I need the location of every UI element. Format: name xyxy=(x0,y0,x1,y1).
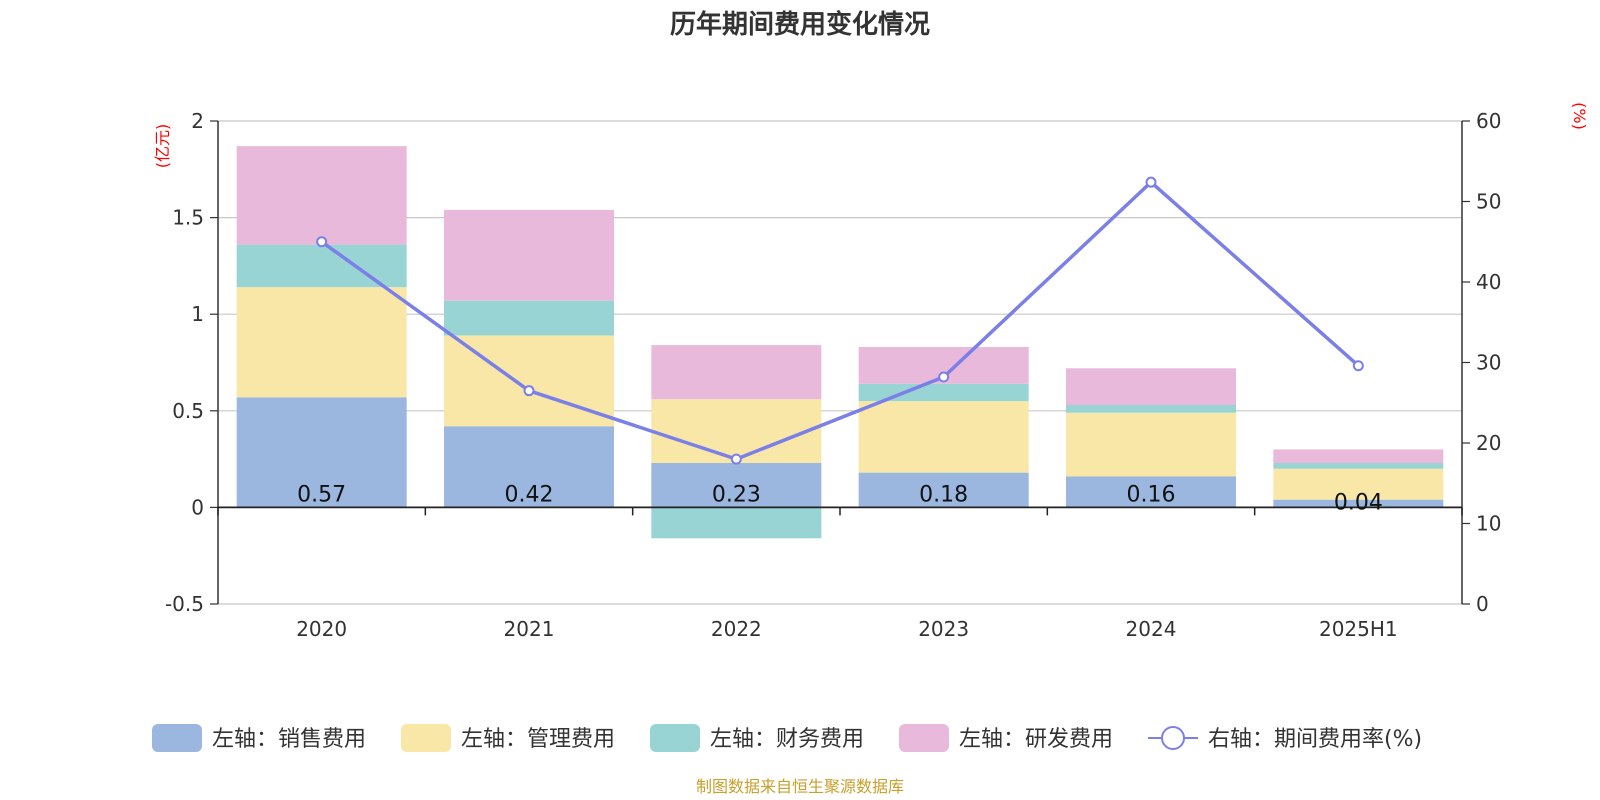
bar-segment-2-2024 xyxy=(1066,412,1236,477)
legend-line-marker xyxy=(1161,726,1185,750)
legend-swatch xyxy=(401,724,451,752)
bar-segment-2-2020 xyxy=(236,287,407,398)
x-axis-tick-label: 2023 xyxy=(918,617,969,641)
bar-segment-4-2025H1 xyxy=(1273,449,1444,463)
legend-label: 左轴：管理费用 xyxy=(461,727,615,752)
legend-label: 右轴：期间费用率(%) xyxy=(1208,727,1422,752)
legend-swatch xyxy=(899,724,949,752)
legend-swatch xyxy=(650,724,700,752)
expense-rate-point xyxy=(316,236,328,248)
bar-segment-3-2025H1 xyxy=(1273,462,1444,469)
bar-segment-4-2022 xyxy=(651,345,822,400)
left-axis-tick-label: 1 xyxy=(191,302,204,326)
bar-segment-1-2024 xyxy=(1066,476,1236,508)
left-axis-unit: (亿元) xyxy=(153,124,172,169)
data-label-sales: 0.16 xyxy=(1127,482,1176,507)
bar-segment-2-2022 xyxy=(651,399,822,463)
legend: 左轴：销售费用 左轴：管理费用 左轴：财务费用 左轴：研发费用 右轴：期间费用率(%) xyxy=(152,724,1422,752)
right-axis-tick-label: 20 xyxy=(1476,431,1501,455)
right-axis-tick-label: 60 xyxy=(1476,109,1501,133)
left-axis-tick-label: 0 xyxy=(191,495,204,519)
right-axis-tick-label: 0 xyxy=(1476,592,1489,616)
bar-segment-3-2022 xyxy=(651,507,822,539)
data-label-sales: 0.42 xyxy=(505,482,554,507)
bars xyxy=(236,146,1444,539)
right-axis-tick-label: 10 xyxy=(1476,512,1501,536)
data-label-sales: 0.04 xyxy=(1334,490,1383,515)
right-axis-tick-label: 40 xyxy=(1476,270,1501,294)
left-axis-tick-label: -0.5 xyxy=(165,592,204,616)
right-axis-tick-label: 30 xyxy=(1476,351,1501,375)
bar-segment-4-2021 xyxy=(444,209,614,301)
left-axis-tick-label: 1.5 xyxy=(172,206,204,230)
bar-segment-4-2020 xyxy=(236,146,407,245)
bar-segment-2-2025H1 xyxy=(1273,468,1444,500)
expense-rate-point xyxy=(523,385,535,397)
data-labels: 0.57 0.42 0.23 0.18 0.16 0.04 xyxy=(297,482,1383,515)
source-note: 制图数据来自恒生聚源数据库 xyxy=(696,777,904,796)
bar-segment-2-2023 xyxy=(858,401,1029,473)
expense-rate-polyline xyxy=(320,180,1360,461)
chart-title: 历年期间费用变化情况 xyxy=(670,9,930,40)
legend-label: 左轴：财务费用 xyxy=(710,727,864,752)
bar-segment-3-2024 xyxy=(1066,405,1236,413)
expense-rate-line xyxy=(316,176,1364,465)
bar-segment-3-2023 xyxy=(858,383,1029,402)
right-axis-tick-label: 50 xyxy=(1476,190,1501,214)
x-axis-tick-label: 2025H1 xyxy=(1319,617,1398,641)
data-label-sales: 0.57 xyxy=(297,482,346,507)
expense-rate-point xyxy=(730,453,742,465)
bar-segment-4-2024 xyxy=(1066,368,1236,406)
legend-label: 左轴：研发费用 xyxy=(959,727,1113,752)
bar-segment-3-2021 xyxy=(444,300,614,336)
left-axis-tick-label: 2 xyxy=(191,109,204,133)
data-label-sales: 0.18 xyxy=(919,482,968,507)
x-axis-tick-label: 2021 xyxy=(504,617,555,641)
bar-segment-1-2023 xyxy=(858,472,1029,508)
legend-label: 左轴：销售费用 xyxy=(212,727,366,752)
right-axis-unit: (%) xyxy=(1570,102,1589,130)
x-axis-tick-label: 2024 xyxy=(1126,617,1177,641)
bar-segment-3-2020 xyxy=(236,244,407,288)
expense-rate-point xyxy=(938,371,950,383)
x-axis-tick-label: 2022 xyxy=(711,617,762,641)
expense-rate-point xyxy=(1145,176,1157,188)
left-axis-tick-label: 0.5 xyxy=(172,399,204,423)
data-label-sales: 0.23 xyxy=(712,482,761,507)
bar-segment-1-2020 xyxy=(236,397,407,508)
x-axis-tick-label: 2020 xyxy=(296,617,347,641)
legend-swatch xyxy=(152,724,202,752)
bar-segment-1-2025H1 xyxy=(1273,499,1444,508)
bar-segment-1-2021 xyxy=(444,426,614,508)
bar-segment-1-2022 xyxy=(651,462,822,508)
expense-rate-point xyxy=(1352,360,1364,372)
